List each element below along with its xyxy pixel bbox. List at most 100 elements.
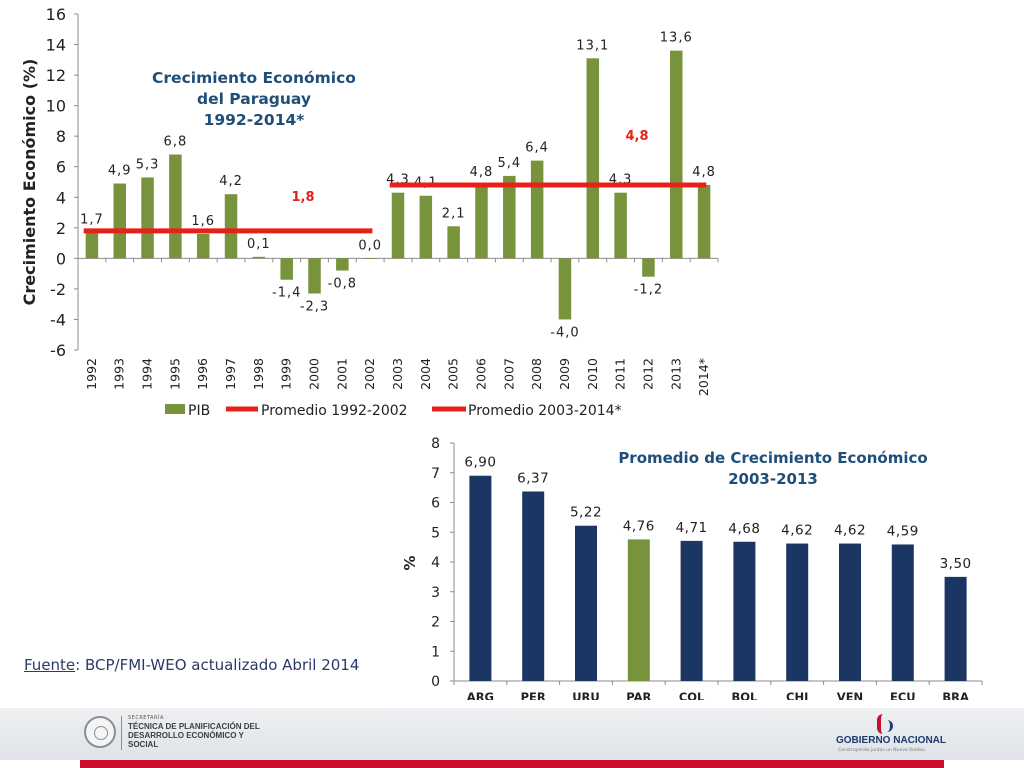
legend-label: PIB [188, 403, 210, 419]
national-seal-icon [84, 716, 116, 748]
bar-1996 [196, 233, 210, 259]
bar-2001 [336, 258, 349, 271]
source-text: : BCP/FMI-WEO actualizado Abril 2014 [75, 656, 360, 674]
x-tick-label: 2001 [334, 358, 349, 390]
x-tick-label: CHI [786, 690, 808, 700]
source-label: Fuente [24, 656, 76, 674]
x-tick-label: 2012 [640, 358, 655, 390]
x-tick-label: 2002 [362, 358, 377, 390]
average-label-1: 1,8 [291, 190, 314, 205]
bar-value-label: -0,8 [328, 277, 357, 292]
bar-value-label: 1,6 [191, 214, 215, 229]
bar-BOL [733, 541, 756, 681]
footer-red-bar [80, 760, 944, 768]
bar-value-label: 5,4 [497, 156, 521, 171]
bar-2002 [363, 258, 377, 259]
bar-2008 [530, 160, 544, 259]
y-tick-label: 14 [46, 36, 66, 55]
bar-VEN [839, 543, 861, 681]
bar-PAR [627, 539, 650, 681]
x-tick-label: 1993 [112, 358, 127, 390]
bar-ARG [469, 475, 492, 681]
bar-value-label: 4,8 [470, 165, 494, 180]
x-tick-label: 1998 [251, 358, 266, 390]
x-tick-label: 1996 [195, 358, 210, 390]
bar-value-label: -1,4 [272, 286, 301, 301]
bar-1993 [113, 183, 126, 259]
bar-value-label: 5,22 [570, 505, 602, 521]
x-tick-label: PAR [626, 690, 651, 700]
x-tick-label: 2006 [473, 358, 488, 390]
source-note: Fuente: BCP/FMI-WEO actualizado Abril 20… [24, 656, 359, 674]
chart-title-line: 2003-2013 [728, 470, 818, 488]
bar-value-label: 4,62 [834, 523, 866, 539]
bar-value-label: -2,3 [300, 299, 329, 314]
bar-1997 [224, 194, 238, 259]
y-axis-title: % [401, 555, 419, 570]
y-tick-label: 7 [431, 466, 440, 482]
x-tick-label: 2010 [585, 358, 600, 390]
footer-institution: TÉCNICA DE PLANIFICACIÓN DEL DESARROLLO … [128, 722, 260, 749]
legend-label: Promedio 1992-2002 [261, 403, 408, 419]
bar-value-label: 6,90 [464, 455, 496, 471]
y-tick-label: -4 [50, 310, 66, 329]
bar-value-label: 2,1 [442, 206, 466, 221]
chart-title-line: del Paraguay [197, 90, 311, 108]
bar-2004 [419, 195, 433, 259]
bar-value-label: 4,71 [676, 520, 708, 536]
bar-value-label: 6,37 [517, 470, 549, 486]
chart-title-line: 1992-2014* [204, 111, 305, 129]
bar-value-label: 4,2 [219, 174, 243, 189]
bar-1995 [169, 154, 182, 259]
footer-slogan: Construyendo juntos un Nuevo Rumbo [838, 748, 925, 753]
bar-2000 [308, 258, 321, 294]
y-axis-title: Crecimiento Económico (%) [20, 59, 39, 306]
x-tick-label: ECU [890, 690, 916, 700]
y-tick-label: 6 [56, 158, 66, 177]
footer-secretaria: SECRETARÍA [128, 715, 164, 721]
bar-value-label: 4,68 [728, 521, 760, 537]
bar-URU [575, 525, 597, 681]
y-tick-label: 12 [46, 66, 66, 85]
footer-divider [121, 716, 122, 750]
bar-value-label: 13,1 [576, 38, 609, 53]
y-tick-label: 2 [56, 219, 66, 238]
bar-value-label: 4,62 [781, 523, 813, 539]
bar-value-label: 13,6 [660, 31, 693, 46]
chart-title-line: Promedio de Crecimiento Económico [618, 449, 927, 467]
chart-title-line: Crecimiento Económico [152, 69, 356, 87]
y-tick-label: -6 [50, 341, 66, 360]
footer-band [0, 708, 1024, 760]
x-tick-label: 1999 [279, 358, 294, 390]
x-tick-label: VEN [837, 690, 863, 700]
bar-COL [680, 540, 703, 681]
bar-value-label: -1,2 [634, 283, 663, 298]
x-tick-label: COL [679, 690, 705, 700]
bar-1998 [252, 256, 266, 259]
x-tick-label: 2013 [668, 358, 683, 390]
bar-BRA [944, 576, 967, 681]
x-tick-label: 1997 [223, 358, 238, 390]
bar-2014* [697, 185, 711, 259]
bar-2005 [447, 226, 460, 259]
x-tick-label: BOL [731, 690, 758, 700]
x-tick-label: 1994 [140, 358, 155, 390]
x-tick-label: 2011 [613, 358, 628, 390]
y-tick-label: 1 [431, 644, 440, 660]
bar-value-label: 0,0 [358, 238, 382, 253]
bar-PER [522, 491, 545, 681]
bar-value-label: 6,8 [164, 135, 188, 150]
y-tick-label: 8 [56, 127, 66, 146]
y-tick-label: 5 [431, 525, 440, 541]
x-tick-label: 2005 [446, 358, 461, 390]
bar-value-label: 5,3 [136, 157, 160, 172]
x-tick-label: 2014* [696, 358, 711, 396]
bar-2011 [614, 192, 627, 259]
x-tick-label: 2008 [529, 358, 544, 390]
y-tick-label: 16 [46, 5, 66, 24]
bar-value-label: 6,4 [525, 141, 549, 156]
bar-2010 [586, 58, 600, 259]
x-tick-label: 2000 [307, 358, 322, 390]
bar-value-label: -4,0 [550, 325, 579, 340]
